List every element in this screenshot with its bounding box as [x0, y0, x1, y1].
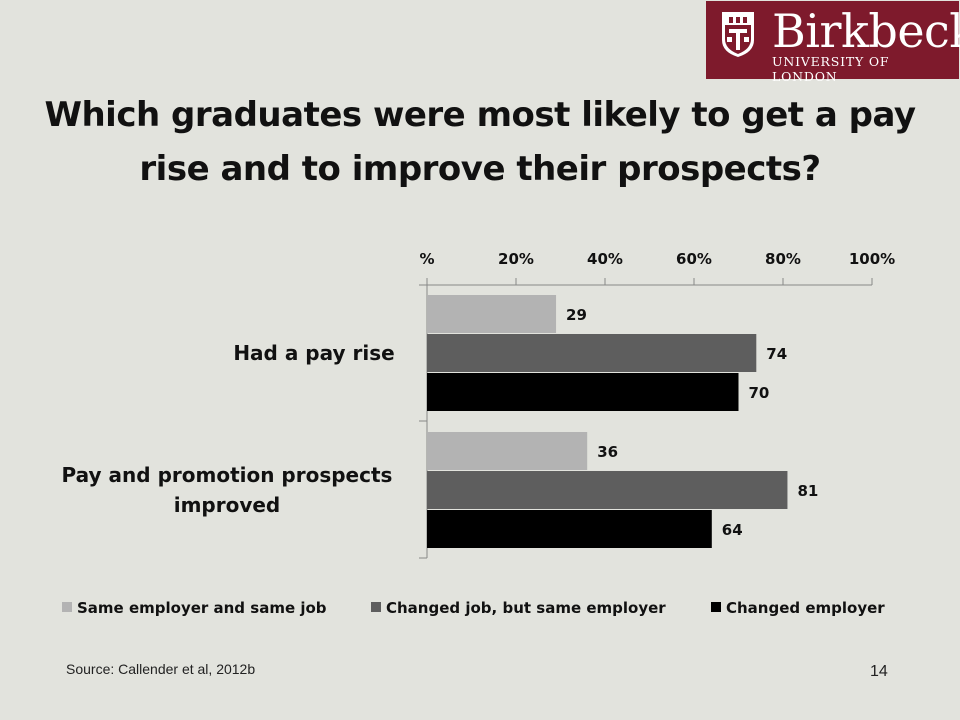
- page-number: 14: [870, 663, 888, 680]
- data-label: 29: [566, 306, 587, 324]
- x-tick-label: 80%: [765, 250, 801, 268]
- bar: [427, 334, 757, 372]
- legend-label: Changed employer: [726, 599, 885, 617]
- category-label-line: improved: [174, 493, 281, 517]
- category-label-line: Had a pay rise: [233, 341, 394, 365]
- legend-label: Changed job, but same employer: [386, 599, 666, 617]
- slide-title: Which graduates were most likely to get …: [44, 95, 916, 189]
- data-label: 81: [797, 482, 818, 500]
- bar: [427, 295, 557, 333]
- legend-swatch: [711, 602, 721, 612]
- category-label: Pay and promotion prospects improved: [62, 463, 393, 517]
- bar: [427, 510, 712, 548]
- category-label-line: Pay and promotion prospects: [62, 463, 393, 487]
- logo-subtitle: UNIVERSITY OF LONDON: [772, 54, 890, 84]
- x-tick-label: 40%: [587, 250, 623, 268]
- data-label: 74: [766, 345, 787, 363]
- legend-label: Same employer and same job: [77, 599, 327, 617]
- category-label: Had a pay rise: [233, 341, 394, 365]
- birkbeck-logo: Birkbeck UNIVERSITY OF LONDON: [706, 1, 960, 84]
- data-label: 70: [749, 384, 770, 402]
- bar: [427, 373, 739, 411]
- x-tick-label: 60%: [676, 250, 712, 268]
- x-tick-label: 100%: [849, 250, 895, 268]
- legend-swatch: [62, 602, 72, 612]
- data-label: 36: [597, 443, 618, 461]
- logo-wordmark: Birkbeck: [772, 4, 960, 58]
- legend-swatch: [371, 602, 381, 612]
- source-note: Source: Callender et al, 2012b: [66, 661, 256, 677]
- x-tick-label: 20%: [498, 250, 534, 268]
- bar: [427, 432, 588, 470]
- x-tick-label: %: [419, 250, 434, 268]
- bar: [427, 471, 788, 509]
- crest-icon: [722, 12, 754, 57]
- data-label: 64: [722, 521, 743, 539]
